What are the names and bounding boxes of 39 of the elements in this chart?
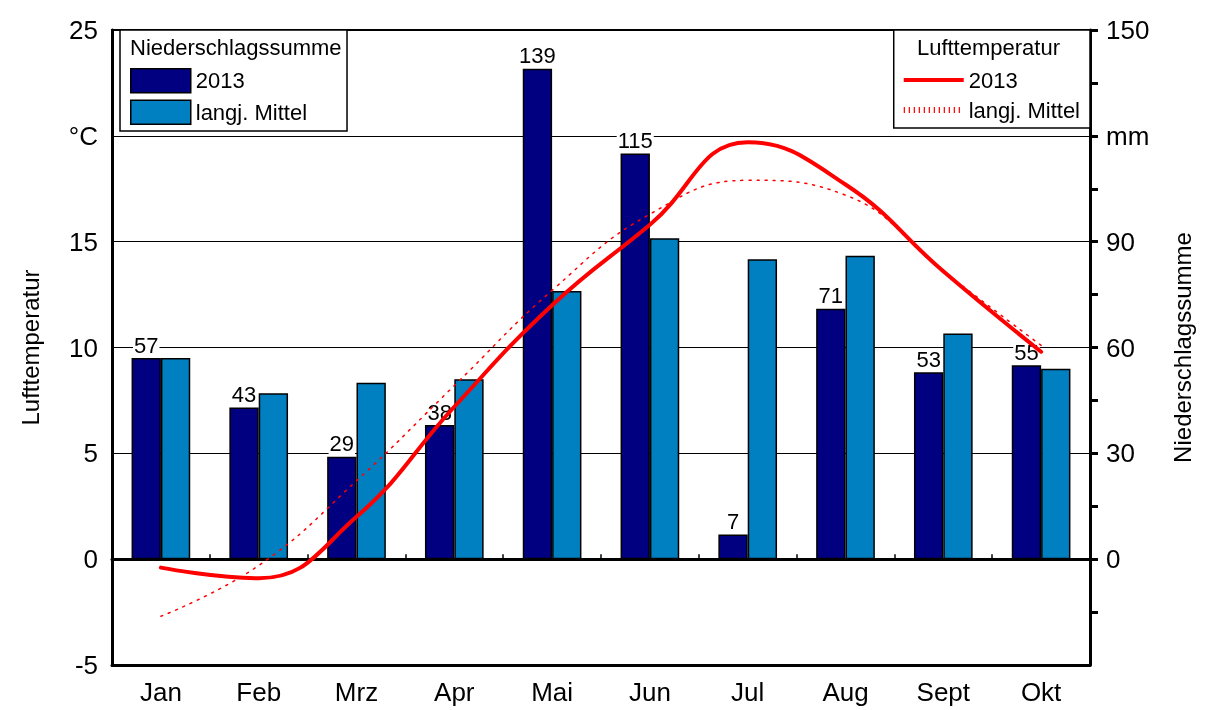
- x-tick-label: Sept: [916, 677, 971, 707]
- y-tick-label: 0: [83, 544, 98, 575]
- x-tick-label: Jun: [628, 677, 671, 707]
- y-tick-label: 10: [69, 332, 98, 363]
- x-tick-label: Feb: [236, 677, 282, 707]
- y2-tick-label: 60: [1106, 332, 1135, 363]
- y2-tick-label: 0: [1106, 544, 1121, 575]
- data-label: 29: [329, 431, 355, 457]
- y2-tick-label: 150: [1106, 15, 1150, 45]
- data-label: 139: [519, 43, 556, 69]
- x-tick-label: Jan: [139, 677, 182, 707]
- y2-axis-title: Niederschlagssumme: [1168, 232, 1196, 463]
- y-tick-label: 5: [83, 438, 98, 469]
- data-label: 7: [726, 508, 740, 534]
- text: Lufttemperatur: [916, 34, 1060, 60]
- y2-tick-label: 30: [1106, 438, 1135, 469]
- data-label: 43: [231, 381, 257, 407]
- y-tick-label: -5: [74, 650, 98, 680]
- x-tick-label: Apr: [434, 677, 475, 707]
- y2-tick-label: mm: [1106, 120, 1150, 151]
- y2-tick-label: 90: [1106, 226, 1135, 257]
- x-tick-label: Okt: [1020, 677, 1063, 707]
- y-tick-label: °C: [68, 120, 98, 151]
- legend-label: langj. Mittel: [195, 99, 308, 125]
- data-label: 57: [133, 332, 159, 358]
- data-label: 53: [916, 346, 941, 372]
- legend-label: 2013: [195, 68, 245, 94]
- x-tick-label: Mai: [531, 677, 574, 707]
- y-axis-title: Lufttemperatur: [16, 269, 44, 426]
- data-label: 115: [617, 127, 653, 153]
- legend-label: langj. Mittel: [968, 97, 1081, 123]
- x-tick-label: Jul: [731, 677, 765, 707]
- legend-label: 2013: [968, 67, 1018, 93]
- y-tick-label: 15: [69, 226, 98, 257]
- text: Niederschlagssumme: [130, 34, 342, 60]
- x-tick-label: Aug: [822, 677, 869, 707]
- x-tick-label: Mrz: [334, 677, 379, 707]
- data-label: 71: [818, 283, 844, 309]
- y-tick-label: 25: [69, 15, 98, 45]
